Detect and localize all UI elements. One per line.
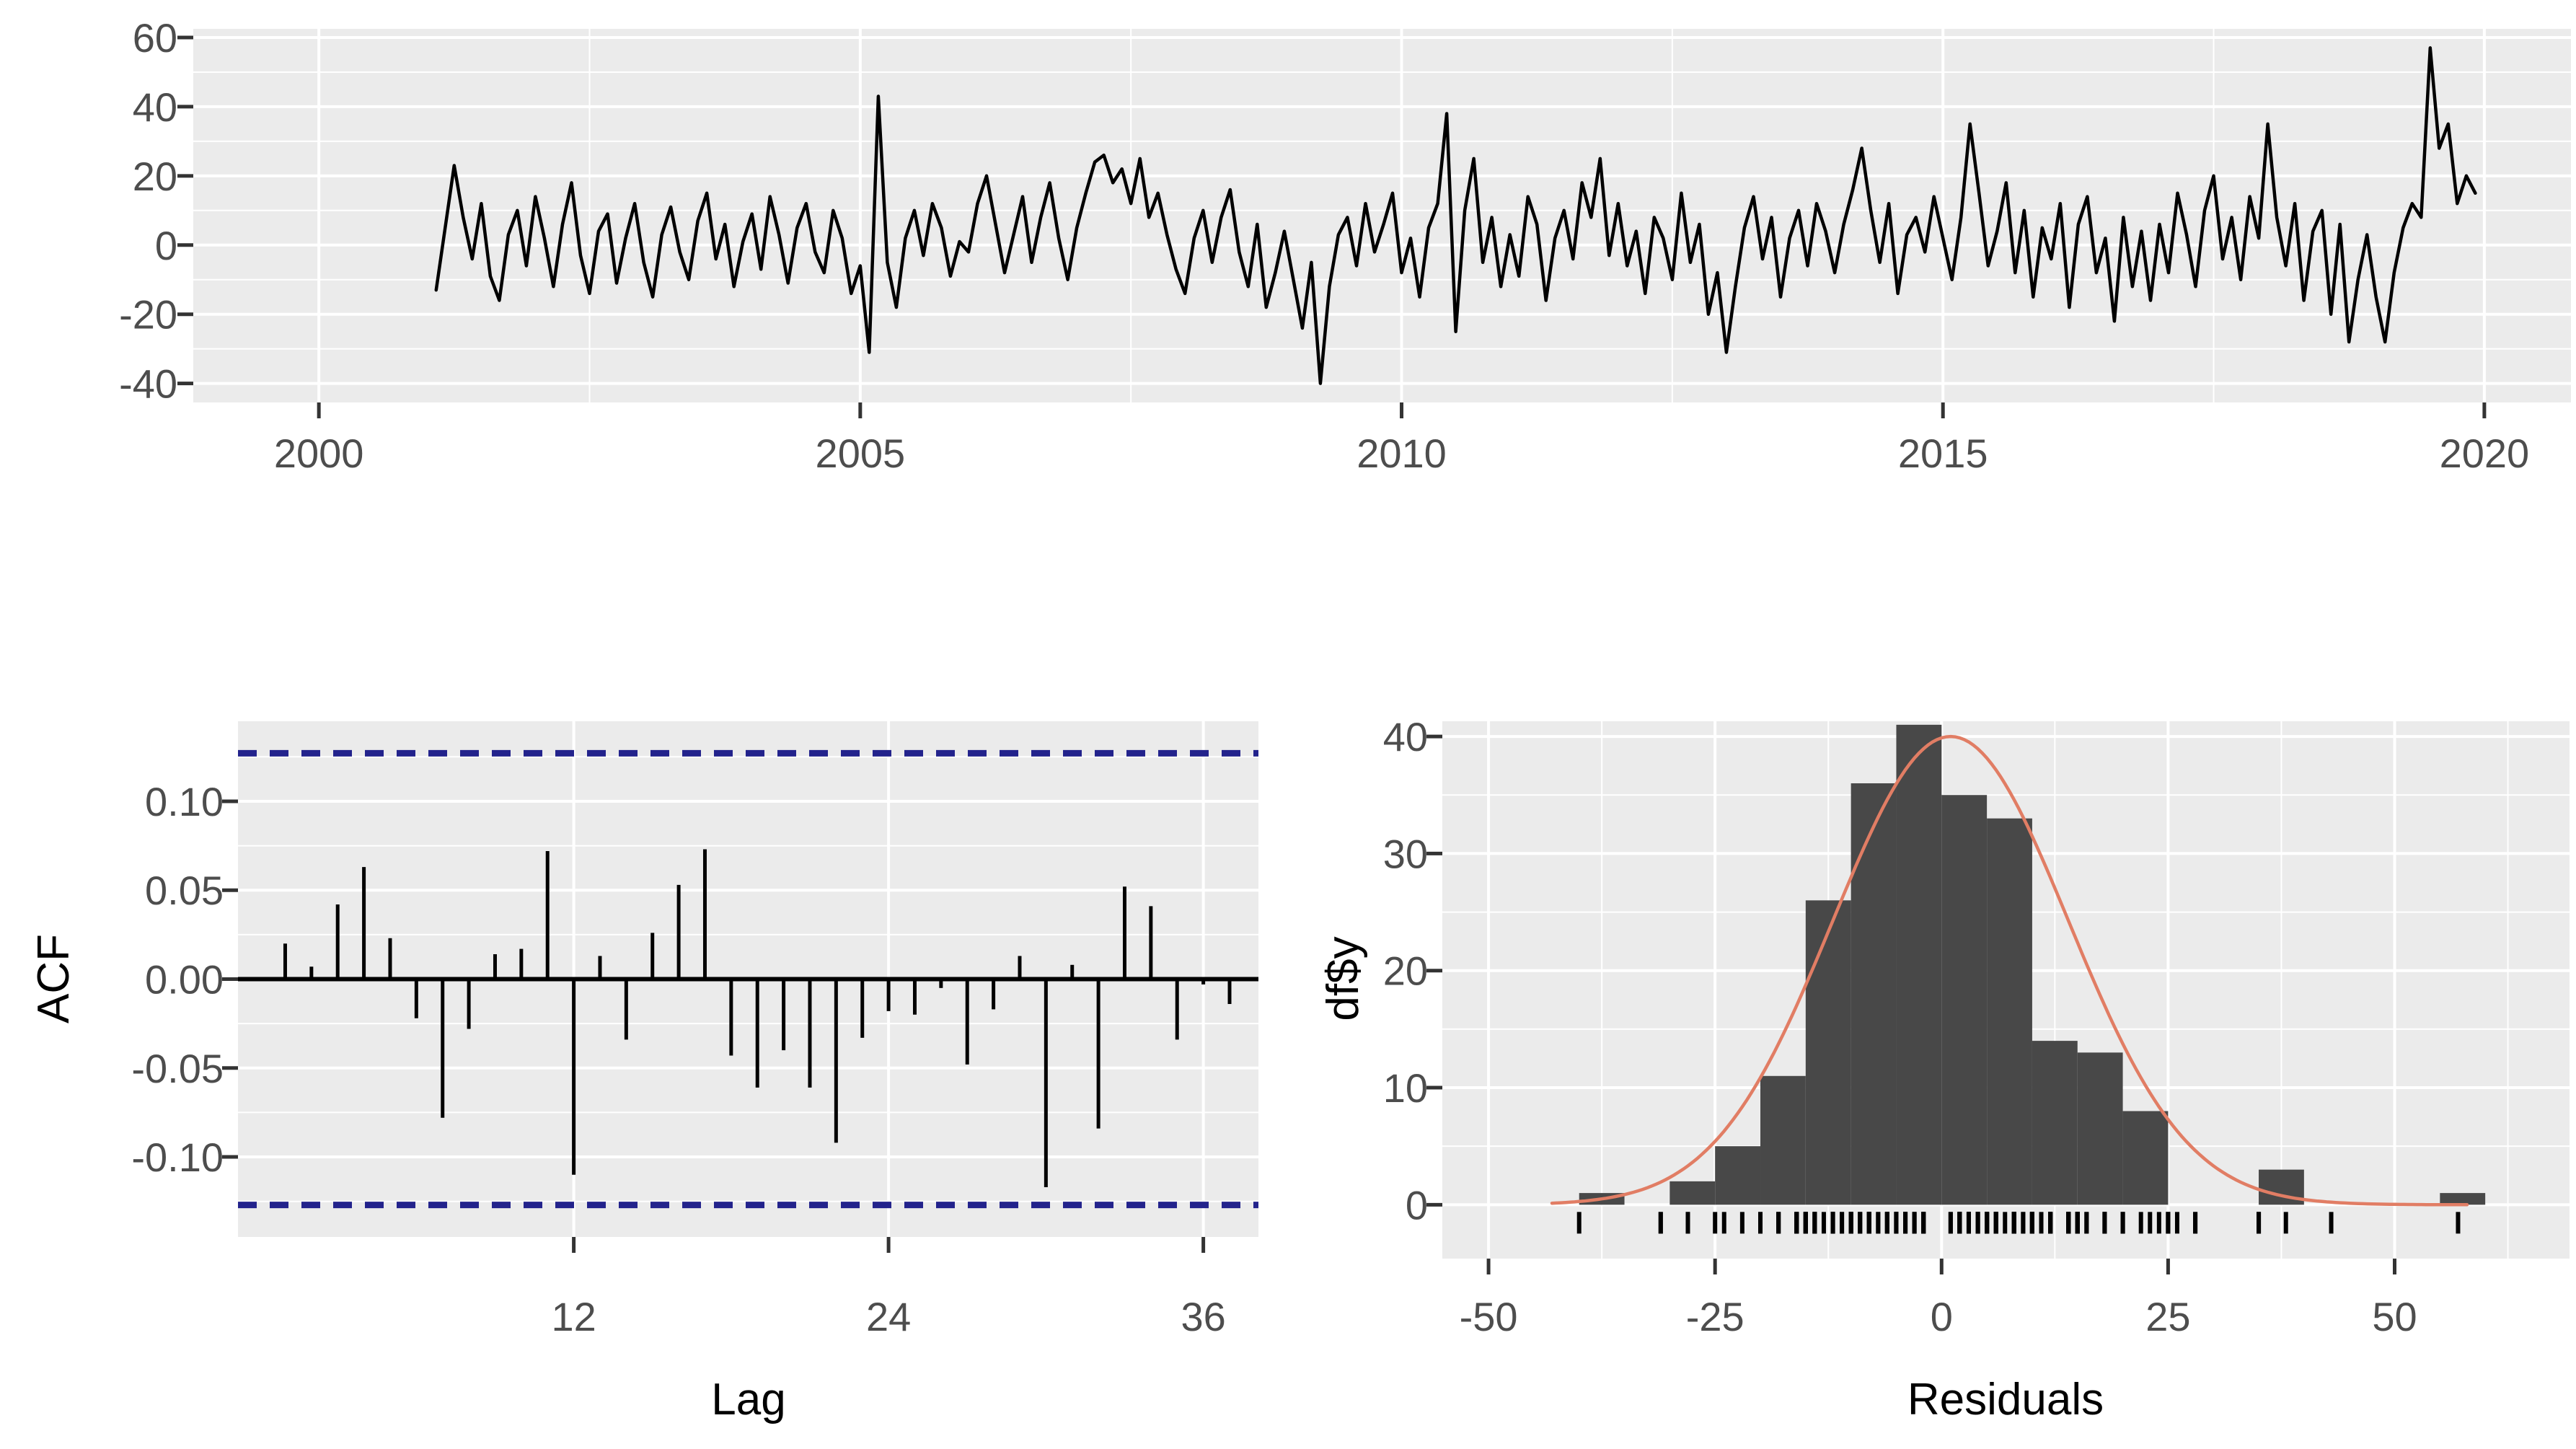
axis-tick-label: 2005 <box>816 431 906 476</box>
rug-mark <box>2084 1212 2089 1234</box>
axis-tick-label: 0 <box>155 223 177 268</box>
histogram-bar <box>1896 724 1942 1205</box>
rug-mark <box>2039 1212 2044 1234</box>
rug-mark <box>1884 1212 1889 1234</box>
histogram-bar <box>1805 900 1851 1205</box>
axis-tick-label: -0.05 <box>131 1046 224 1091</box>
axis-tick-label: 40 <box>133 84 177 130</box>
rug-mark <box>1921 1212 1926 1234</box>
axis-tick-label: 0.10 <box>145 779 224 824</box>
rug-mark <box>2166 1212 2171 1234</box>
histogram-bar <box>1987 818 2032 1205</box>
axis-tick-label: -40 <box>119 361 177 407</box>
acf-y-axis-title: ACF <box>29 934 79 1023</box>
histogram-bar <box>1715 1146 1761 1205</box>
rug-mark <box>1948 1212 1953 1234</box>
series-line <box>434 46 2477 385</box>
axis-tick-label: -25 <box>1686 1294 1744 1339</box>
rug-mark <box>1739 1212 1744 1234</box>
histogram-bar <box>1760 1075 1806 1205</box>
axis-tick-label: 20 <box>1383 948 1428 994</box>
axis-tick-label: 2010 <box>1357 431 1447 476</box>
rug-mark <box>2174 1212 2179 1234</box>
axis-tick-label: -20 <box>119 292 177 338</box>
rug-mark <box>2102 1212 2107 1234</box>
rug-mark <box>2456 1212 2461 1234</box>
rug-mark <box>1912 1212 1917 1234</box>
axis-tick-label: 2020 <box>2440 431 2530 476</box>
rug-mark <box>1903 1212 1908 1234</box>
axis-tick-label: 10 <box>1383 1065 1428 1111</box>
rug-mark <box>1993 1212 1998 1234</box>
axis-tick-label: 25 <box>2145 1294 2190 1339</box>
axis-tick-label: 40 <box>1383 714 1428 759</box>
histogram-y-axis-title: df$y <box>1318 936 1368 1021</box>
axis-tick-label: 0.05 <box>145 868 224 913</box>
rug-mark <box>1776 1212 1781 1234</box>
rug-mark <box>1957 1212 1962 1234</box>
rug-mark <box>1803 1212 1808 1234</box>
rug-mark <box>1966 1212 1971 1234</box>
rug-mark <box>2003 1212 2008 1234</box>
rug-mark <box>1721 1212 1726 1234</box>
rug-mark <box>1894 1212 1899 1234</box>
histogram-bar <box>2440 1193 2486 1205</box>
rug-mark <box>1858 1212 1863 1234</box>
histogram-bar <box>2077 1052 2123 1205</box>
axis-tick-label: 0 <box>1931 1294 1953 1339</box>
histogram-bar <box>2122 1111 2169 1205</box>
acf-x-axis-title: Lag <box>711 1375 786 1424</box>
axis-tick-label: 36 <box>1181 1294 1225 1339</box>
axis-tick-label: 0.00 <box>145 957 224 1003</box>
axis-tick-label: 2015 <box>1898 431 1988 476</box>
axis-tick-label: 24 <box>866 1294 911 1339</box>
axis-tick-label: 12 <box>551 1294 596 1339</box>
rug-mark <box>1658 1212 1663 1234</box>
rug-mark <box>1975 1212 1980 1234</box>
rug-mark <box>2021 1212 2026 1234</box>
axis-tick-label: 20 <box>133 154 177 199</box>
rug-mark <box>1876 1212 1881 1234</box>
rug-mark <box>2148 1212 2153 1234</box>
rug-mark <box>1821 1212 1826 1234</box>
normal-density-curve <box>1550 734 2469 1207</box>
rug-mark <box>1812 1212 1817 1234</box>
rug-mark <box>1794 1212 1799 1234</box>
axis-tick-label: 30 <box>1383 831 1428 876</box>
rug-mark <box>1840 1212 1845 1234</box>
rug-mark <box>2066 1212 2071 1234</box>
histogram-bar <box>1851 783 1897 1205</box>
rug-mark <box>1848 1212 1853 1234</box>
rug-mark <box>1866 1212 1871 1234</box>
rug-mark <box>2075 1212 2080 1234</box>
axis-tick-label: 60 <box>133 15 177 61</box>
histogram-x-axis-title: Residuals <box>1907 1375 2104 1424</box>
rug-mark <box>2156 1212 2161 1234</box>
axis-tick-label: 50 <box>2372 1294 2417 1339</box>
rug-mark <box>2193 1212 2198 1234</box>
rug-mark <box>2283 1212 2288 1234</box>
rug-mark <box>1576 1212 1582 1234</box>
rug-mark <box>1685 1212 1690 1234</box>
rug-mark <box>1713 1212 1718 1234</box>
rug-mark <box>2257 1212 2262 1234</box>
rug-mark <box>2048 1212 2053 1234</box>
rug-mark <box>2138 1212 2143 1234</box>
histogram-bar <box>2032 1041 2078 1205</box>
rug-mark <box>1758 1212 1763 1234</box>
rug-mark <box>2011 1212 2016 1234</box>
histogram-bar <box>1941 795 1988 1205</box>
rug-mark <box>1985 1212 1990 1234</box>
axis-tick-label: -50 <box>1460 1294 1518 1339</box>
axis-tick-label: 2000 <box>274 431 364 476</box>
rug-mark <box>2029 1212 2034 1234</box>
rug-mark <box>2120 1212 2125 1234</box>
rug-mark <box>1830 1212 1835 1234</box>
axis-tick-label: -0.10 <box>131 1135 224 1180</box>
axis-tick-label: 0 <box>1406 1182 1428 1228</box>
rug-mark <box>2329 1212 2334 1234</box>
histogram-bar <box>1669 1181 1716 1205</box>
